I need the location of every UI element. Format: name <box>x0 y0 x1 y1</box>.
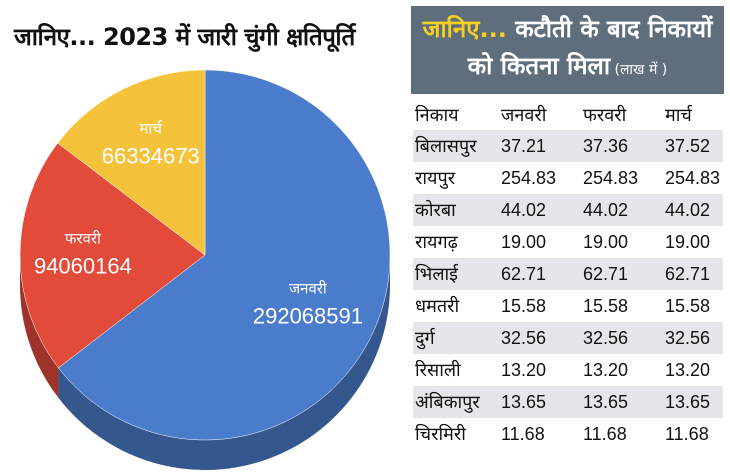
body-name-cell: बिलासपुर <box>413 130 499 162</box>
table-row: अंबिकापुर 13.65 13.65 13.65 <box>413 386 723 418</box>
column-header: जनवरी <box>501 105 547 125</box>
pie-slice <box>58 69 391 441</box>
body-name-cell: रायपुर <box>413 162 499 194</box>
banner-line-1: जानिए... कटौती के बाद निकायों <box>411 12 724 45</box>
right-panel: जानिए... कटौती के बाद निकायों को कितना म… <box>403 0 728 473</box>
banner-line-1-text: कटौती के बाद निकायों <box>506 15 713 43</box>
value-cell: 13.65 <box>499 386 581 418</box>
value-cell: 13.65 <box>663 386 723 418</box>
value-cell: 32.56 <box>581 322 663 354</box>
slice-value-label: 66334673 <box>102 144 200 169</box>
table-body: बिलासपुर 37.21 37.36 37.52 रायपुर 254.83 254.8… <box>413 130 723 450</box>
value-cell: 11.68 <box>499 418 581 450</box>
body-name-cell: धमतरी <box>413 290 499 322</box>
pie-chart-title: जानिए... 2023 में जारी चुंगी क्षतिपूर्ति <box>14 23 355 51</box>
value-cell: 254.83 <box>581 162 663 194</box>
value-cell: 32.56 <box>499 322 581 354</box>
value-cell: 13.20 <box>499 354 581 386</box>
table-row: रायगढ़ 19.00 19.00 19.00 <box>413 226 723 258</box>
table-row: धमतरी 15.58 15.58 15.58 <box>413 290 723 322</box>
slice-name-label: मार्च <box>140 120 163 138</box>
value-cell: 19.00 <box>581 226 663 258</box>
left-panel: जनवरी 292068591 फरवरी 94060164 मार्च 66334673… <box>14 23 391 470</box>
column-header: फरवरी <box>583 105 627 125</box>
body-name-cell: कोरबा <box>413 194 499 226</box>
value-cell: 44.02 <box>581 194 663 226</box>
body-name-cell: चिरमिरी <box>413 418 499 450</box>
value-cell: 37.52 <box>663 130 723 162</box>
value-cell: 37.21 <box>499 130 581 162</box>
value-cell: 62.71 <box>499 258 581 290</box>
value-cell: 15.58 <box>499 290 581 322</box>
slice-value-label: 292068591 <box>253 304 363 329</box>
pie-slice <box>19 142 206 369</box>
slice-value-label: 94060164 <box>34 253 132 278</box>
body-name-cell: दुर्ग <box>413 322 499 354</box>
body-name-cell: रायगढ़ <box>413 226 499 258</box>
column-header: निकाय <box>415 105 459 125</box>
column-header: मार्च <box>665 105 692 125</box>
value-cell: 13.20 <box>663 354 723 386</box>
table-row: चिरमिरी 11.68 11.68 11.68 <box>413 418 723 450</box>
table-row: बिलासपुर 37.21 37.36 37.52 <box>413 130 723 162</box>
body-name-cell: भिलाई <box>413 258 499 290</box>
pie-slice-side <box>19 255 59 398</box>
value-cell: 15.58 <box>663 290 723 322</box>
value-cell: 13.20 <box>581 354 663 386</box>
data-table: निकाय जनवरी फरवरी मार्च बिलासपुर 37.21 37.36 3… <box>413 100 723 450</box>
value-cell: 44.02 <box>499 194 581 226</box>
table-row: भिलाई 62.71 62.71 62.71 <box>413 258 723 290</box>
value-cell: 19.00 <box>663 226 723 258</box>
table-row: रिसाली 13.20 13.20 13.20 <box>413 354 723 386</box>
value-cell: 15.58 <box>581 290 663 322</box>
table-header-row: निकाय जनवरी फरवरी मार्च <box>413 100 723 130</box>
banner-unit: (लाख में ) <box>610 62 668 78</box>
value-cell: 19.00 <box>499 226 581 258</box>
value-cell: 254.83 <box>663 162 723 194</box>
pie-slice <box>57 69 206 256</box>
body-name-cell: रिसाली <box>413 354 499 386</box>
pie-slice-side <box>58 255 390 470</box>
value-cell: 44.02 <box>663 194 723 226</box>
value-cell: 254.83 <box>499 162 581 194</box>
banner-line-2: को कितना मिला (लाख में ) <box>411 49 724 82</box>
table-row: दुर्ग 32.56 32.56 32.56 <box>413 322 723 354</box>
slice-name-label: फरवरी <box>65 229 102 247</box>
value-cell: 62.71 <box>581 258 663 290</box>
value-cell: 11.68 <box>663 418 723 450</box>
slice-name-label: जनवरी <box>289 280 328 298</box>
table-row: रायपुर 254.83 254.83 254.83 <box>413 162 723 194</box>
banner-highlight: जानिए... <box>422 15 507 43</box>
body-name-cell: अंबिकापुर <box>413 386 499 418</box>
table-banner: जानिए... कटौती के बाद निकायों को कितना म… <box>411 6 724 94</box>
value-cell: 32.56 <box>663 322 723 354</box>
value-cell: 62.71 <box>663 258 723 290</box>
banner-line-2-text: को कितना मिला <box>467 52 611 80</box>
pie-chart: जनवरी 292068591 फरवरी 94060164 मार्च 66334673 <box>19 69 391 470</box>
table-row: कोरबा 44.02 44.02 44.02 <box>413 194 723 226</box>
value-cell: 37.36 <box>581 130 663 162</box>
value-cell: 13.65 <box>581 386 663 418</box>
value-cell: 11.68 <box>581 418 663 450</box>
